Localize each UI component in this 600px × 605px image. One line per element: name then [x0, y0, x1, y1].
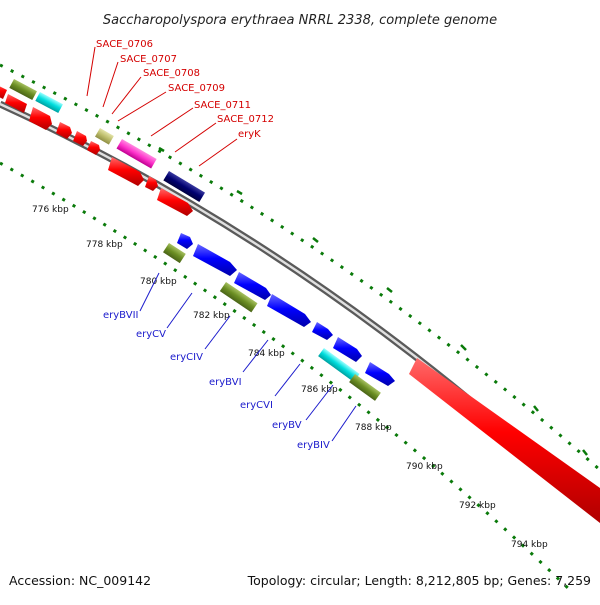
- topology-text: Topology: circular; Length: 8,212,805 bp…: [247, 573, 591, 588]
- scale-label: 786 kbp: [301, 385, 338, 395]
- major-ticks: [158, 146, 588, 456]
- gene-arrow-blue[interactable]: [234, 272, 271, 300]
- gene-box-olive[interactable]: [349, 373, 381, 401]
- gene-label-eryk[interactable]: eryK: [238, 129, 261, 140]
- gene-arrow-red[interactable]: [73, 131, 87, 146]
- gene-label-erybiv[interactable]: eryBIV: [297, 440, 330, 451]
- top-strand-features: [0, 79, 206, 216]
- gene-arrow-blue[interactable]: [193, 244, 237, 276]
- bottom-gene-labels: eryBVII eryCV eryCIV eryBVI eryCVI eryBV…: [103, 272, 357, 451]
- gene-arrow-blue[interactable]: [267, 294, 311, 327]
- gene-label-erybvi[interactable]: eryBVI: [209, 377, 242, 388]
- gene-arrow-blue[interactable]: [333, 337, 362, 362]
- gene-label-erociv[interactable]: eryCIV: [170, 352, 203, 363]
- gene-box-magenta[interactable]: [116, 138, 157, 169]
- scale-label: 788 kbp: [355, 423, 392, 433]
- gene-arrow-blue[interactable]: [365, 362, 395, 386]
- gene-label-sace-0708[interactable]: SACE_0708: [143, 68, 200, 79]
- gene-label-sace-0706[interactable]: SACE_0706: [96, 39, 153, 50]
- gene-arrow-red[interactable]: [145, 176, 158, 191]
- gene-box-khaki[interactable]: [95, 128, 114, 145]
- gene-label-sace-0709[interactable]: SACE_0709: [168, 83, 225, 94]
- gene-arrow-red[interactable]: [87, 141, 100, 155]
- scale-label: 778 kbp: [86, 240, 123, 250]
- gene-arrow-red[interactable]: [108, 157, 144, 186]
- scale-labels: 776 kbp 778 kbp 780 kbp 782 kbp 784 kbp …: [32, 205, 548, 550]
- scale-label: 776 kbp: [32, 205, 69, 215]
- gene-arrow-red[interactable]: [56, 122, 72, 139]
- accession-text: Accession: NC_009142: [9, 573, 151, 588]
- scale-label: 782 kbp: [193, 311, 230, 321]
- gene-arrow-blue[interactable]: [312, 322, 333, 340]
- gene-long-red[interactable]: [409, 358, 600, 523]
- gene-label-erycvi[interactable]: eryCVI: [240, 400, 273, 411]
- gene-label-sace-0712[interactable]: SACE_0712: [217, 114, 274, 125]
- scale-label: 794 kbp: [511, 540, 548, 550]
- scale-label: 780 kbp: [140, 277, 177, 287]
- top-gene-labels: SACE_0706 SACE_0707 SACE_0708 SACE_0709 …: [86, 39, 274, 167]
- scale-label: 784 kbp: [248, 349, 285, 359]
- scale-label: 792 kbp: [459, 501, 496, 511]
- genome-backbone: [0, 100, 600, 518]
- gene-label-erycv[interactable]: eryCV: [136, 329, 166, 340]
- gene-label-sace-0711[interactable]: SACE_0711: [194, 100, 251, 111]
- gene-box-cyan[interactable]: [35, 92, 63, 114]
- gene-arrow-red[interactable]: [5, 94, 27, 113]
- inner-scale-ring: [0, 161, 572, 592]
- gene-arrow-blue[interactable]: [177, 233, 193, 249]
- gene-box-olive[interactable]: [163, 243, 186, 264]
- outer-scale-ring: [0, 63, 600, 472]
- gene-arrow-red[interactable]: [29, 107, 52, 130]
- gene-box-cyan[interactable]: [318, 348, 360, 382]
- gene-arrow-red[interactable]: [0, 84, 7, 99]
- gene-box-olive[interactable]: [219, 282, 258, 313]
- gene-box-olive[interactable]: [9, 79, 37, 101]
- gene-box-navy[interactable]: [163, 171, 206, 203]
- gene-label-erybv[interactable]: eryBV: [272, 420, 302, 431]
- gene-label-erybvii[interactable]: eryBVII: [103, 310, 138, 321]
- gene-arrow-red[interactable]: [157, 188, 193, 216]
- scale-label: 790 kbp: [406, 462, 443, 472]
- genome-title: Saccharopolyspora erythraea NRRL 2338, c…: [103, 13, 497, 28]
- bottom-strand-features: [163, 233, 395, 401]
- gene-label-sace-0707[interactable]: SACE_0707: [120, 54, 177, 65]
